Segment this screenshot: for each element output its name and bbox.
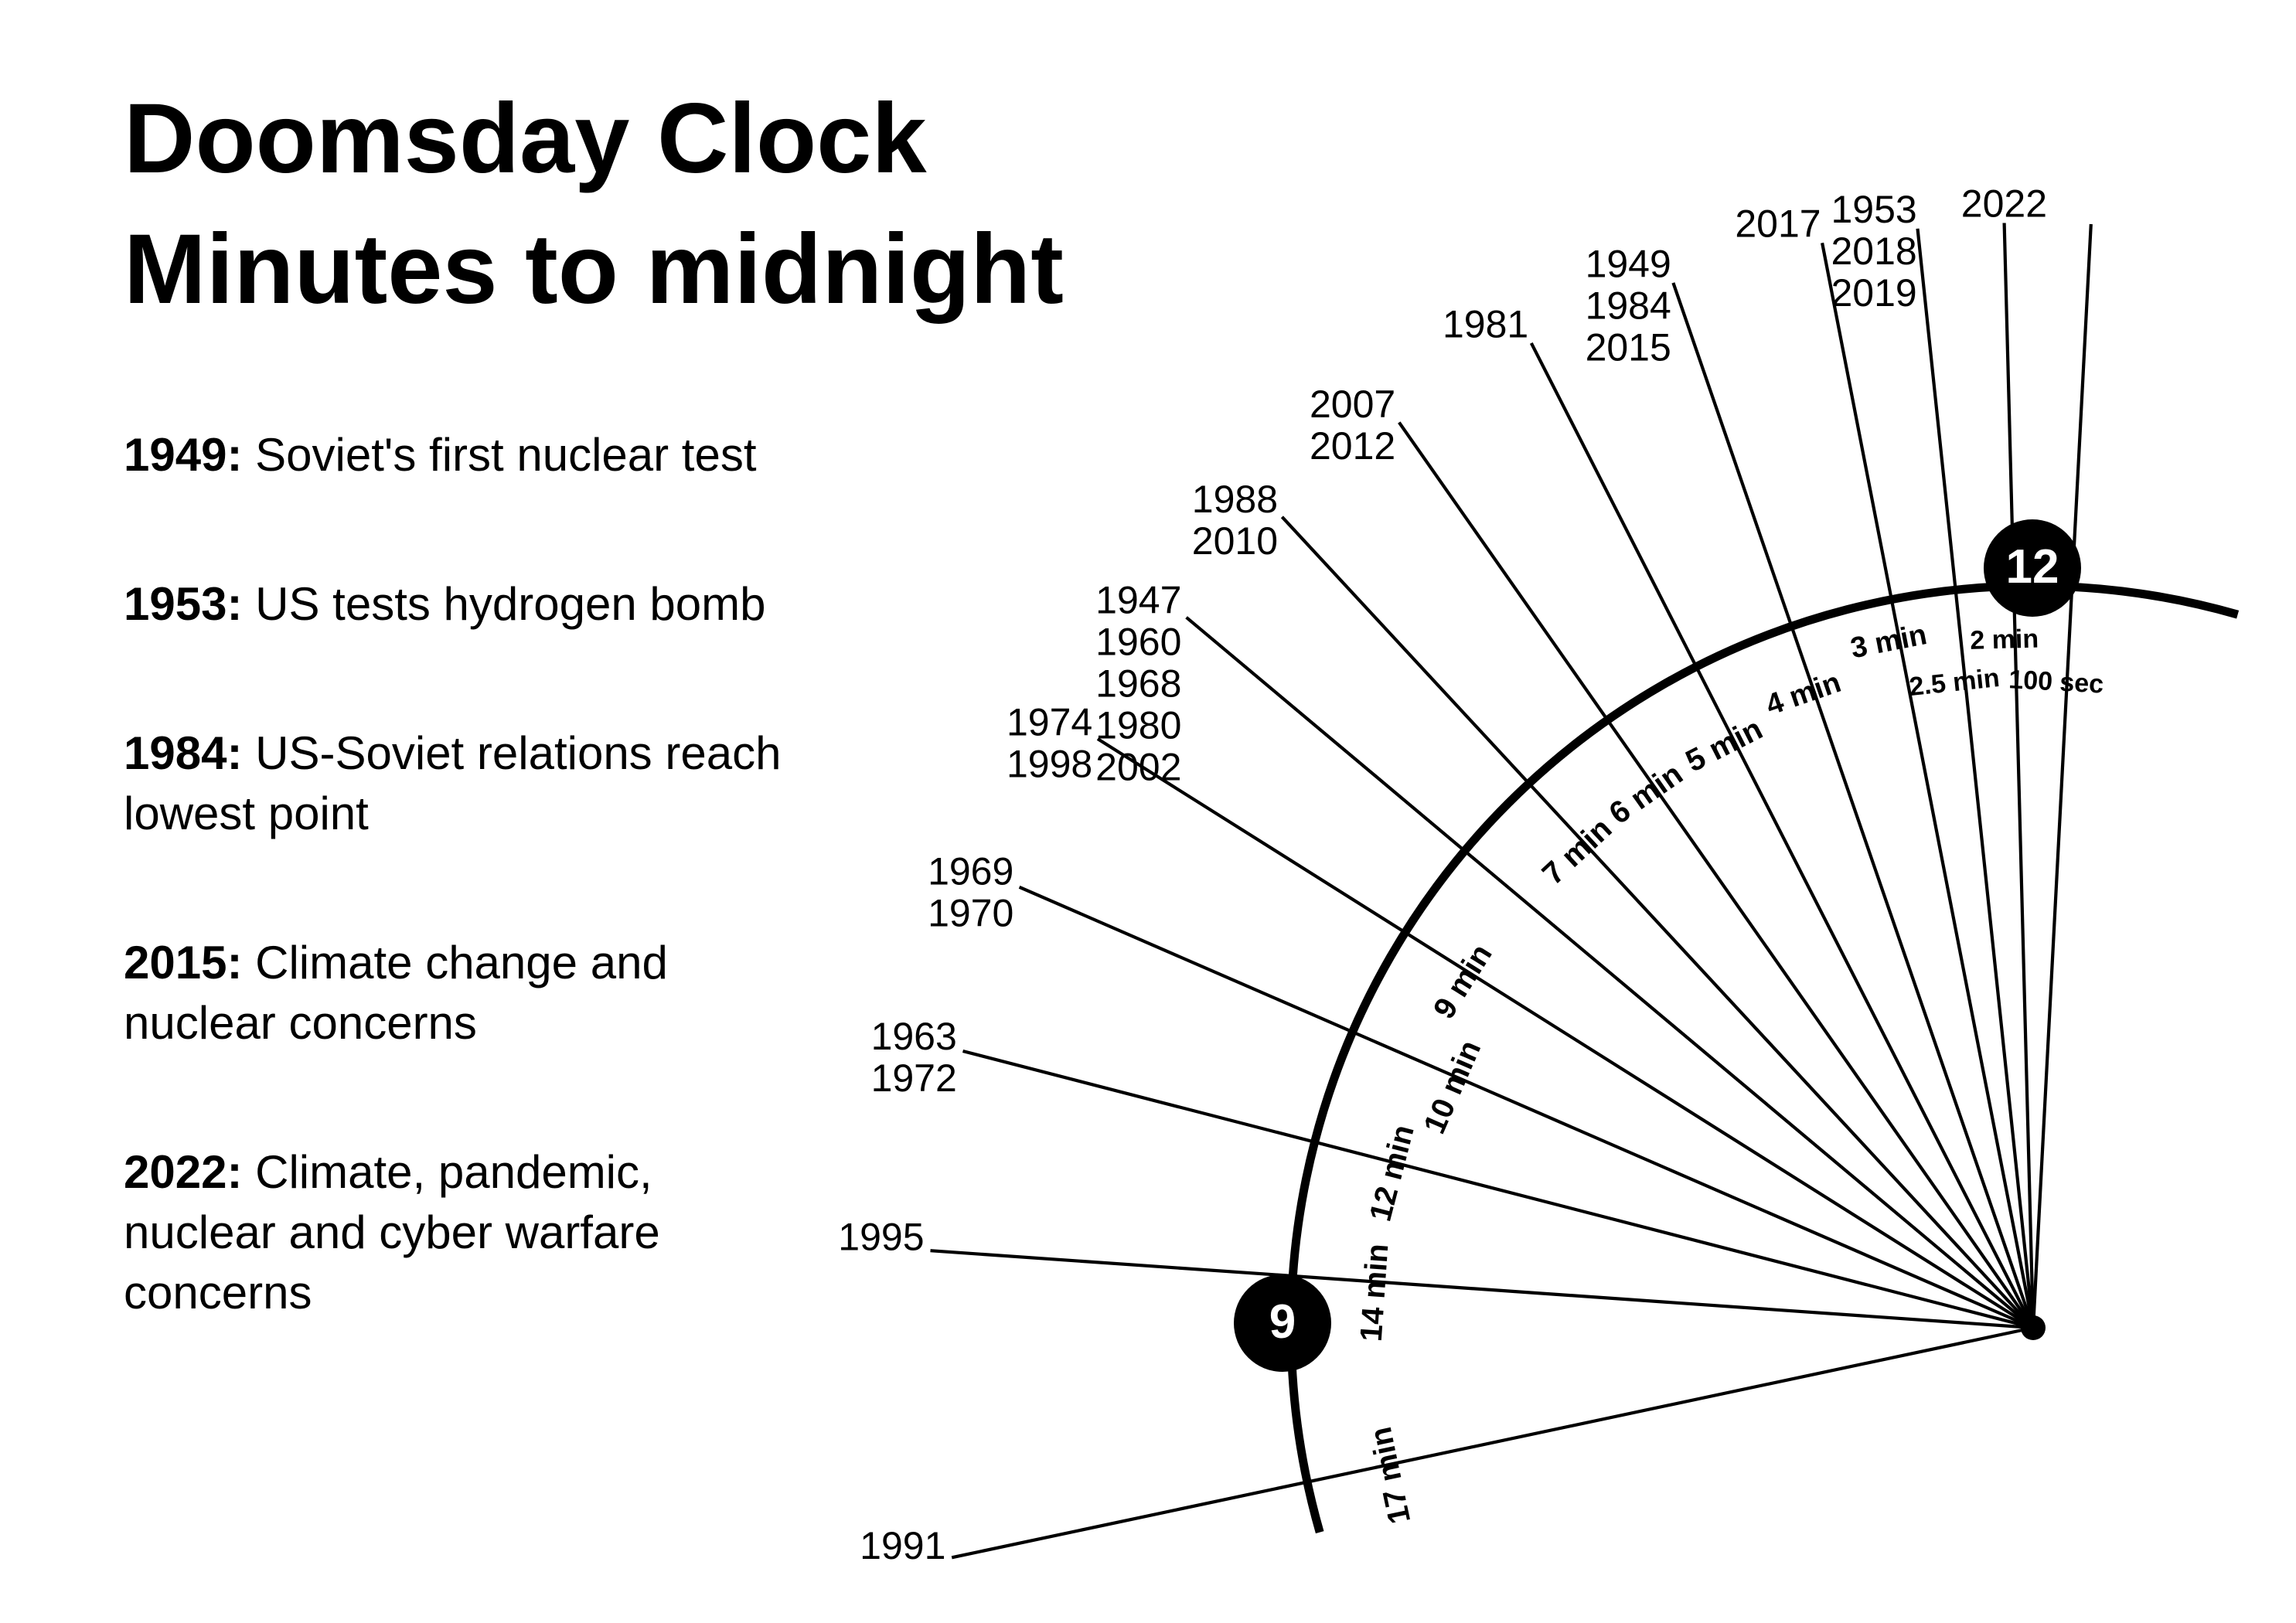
svg-text:1995: 1995	[838, 1216, 924, 1259]
svg-text:2.5 min: 2.5 min	[1908, 663, 2001, 702]
svg-text:17 min: 17 min	[1364, 1424, 1417, 1526]
svg-text:9: 9	[1269, 1295, 1296, 1349]
svg-text:2022: 2022	[1961, 182, 2047, 226]
svg-text:1981: 1981	[1443, 303, 1528, 346]
svg-text:4 min: 4 min	[1762, 666, 1845, 722]
svg-text:2 min: 2 min	[1970, 624, 2039, 655]
svg-text:12 min: 12 min	[1364, 1121, 1421, 1225]
svg-text:14 min: 14 min	[1354, 1243, 1395, 1342]
svg-text:1991: 1991	[860, 1524, 945, 1567]
svg-text:7 min: 7 min	[1536, 812, 1619, 891]
svg-text:2017: 2017	[1735, 202, 1821, 245]
svg-text:3 min: 3 min	[1848, 618, 1929, 665]
svg-text:100 sec: 100 sec	[2008, 665, 2104, 699]
svg-text:12: 12	[2006, 540, 2059, 594]
